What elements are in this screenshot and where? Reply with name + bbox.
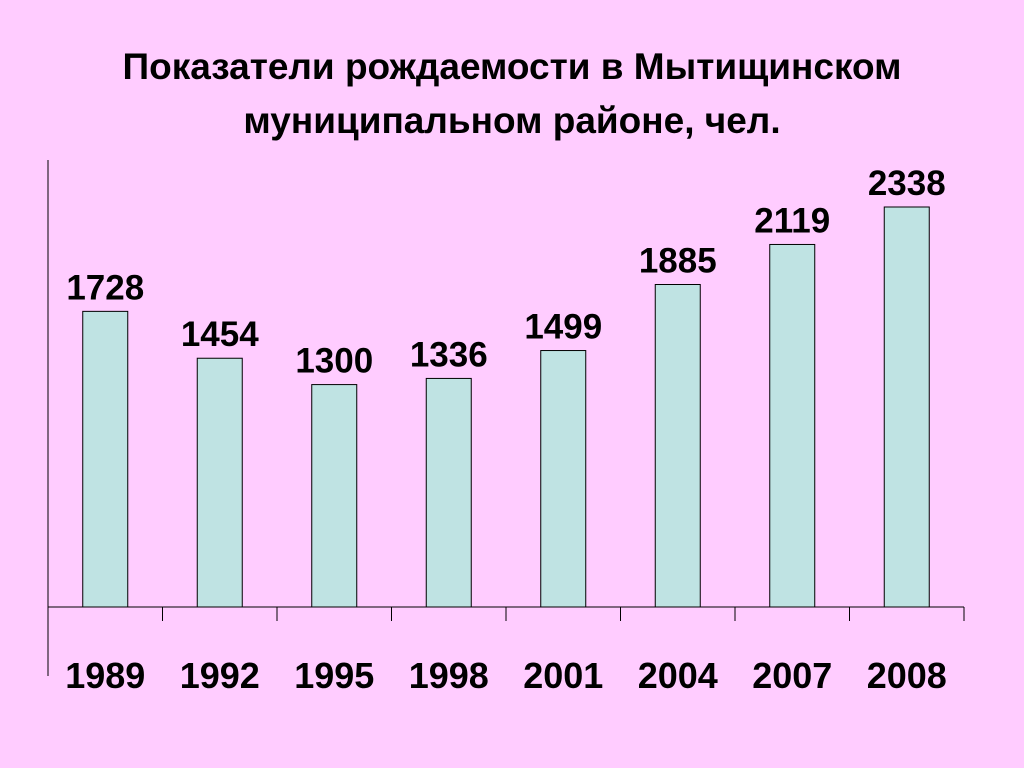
- x-tick-label-2001: 2001: [523, 655, 603, 696]
- axes-group: [47, 160, 965, 676]
- chart-title: Показатели рождаемости в Мытищинском мун…: [0, 40, 1024, 148]
- bar-2007: [769, 243, 816, 608]
- data-label-1992: 1454: [181, 315, 259, 354]
- x-tick-label-2004: 2004: [638, 655, 718, 696]
- chart-title-line-2: муниципальном районе, чел.: [243, 100, 781, 141]
- bar-1989: [82, 310, 129, 608]
- x-tick-label-2008: 2008: [867, 655, 947, 696]
- x-tick-label-1995: 1995: [294, 655, 374, 696]
- data-label-2007: 2119: [754, 201, 830, 240]
- data-label-2001: 1499: [524, 308, 602, 347]
- x-tick-label-1992: 1992: [180, 655, 260, 696]
- data-label-1998: 1336: [410, 335, 488, 374]
- labels-group: 1728 1989 1454 1992 1300 1995 1336 1998 1499 2001…: [65, 164, 947, 696]
- bar-1992: [196, 357, 243, 608]
- x-tick-label-1998: 1998: [409, 655, 489, 696]
- data-label-2004: 1885: [639, 242, 717, 281]
- data-label-1995: 1300: [295, 342, 373, 381]
- data-label-2008: 2338: [868, 164, 946, 203]
- bar-1998: [425, 377, 472, 608]
- x-tick-label-2007: 2007: [752, 655, 832, 696]
- data-label-1989: 1728: [66, 268, 144, 307]
- bar-1995: [311, 384, 358, 608]
- bars-group: [82, 206, 930, 608]
- bar-2001: [540, 350, 587, 608]
- chart-title-line-1: Показатели рождаемости в Мытищинском: [122, 46, 902, 87]
- bar-2008: [883, 206, 930, 608]
- bar-2004: [654, 284, 701, 608]
- x-tick-label-1989: 1989: [65, 655, 145, 696]
